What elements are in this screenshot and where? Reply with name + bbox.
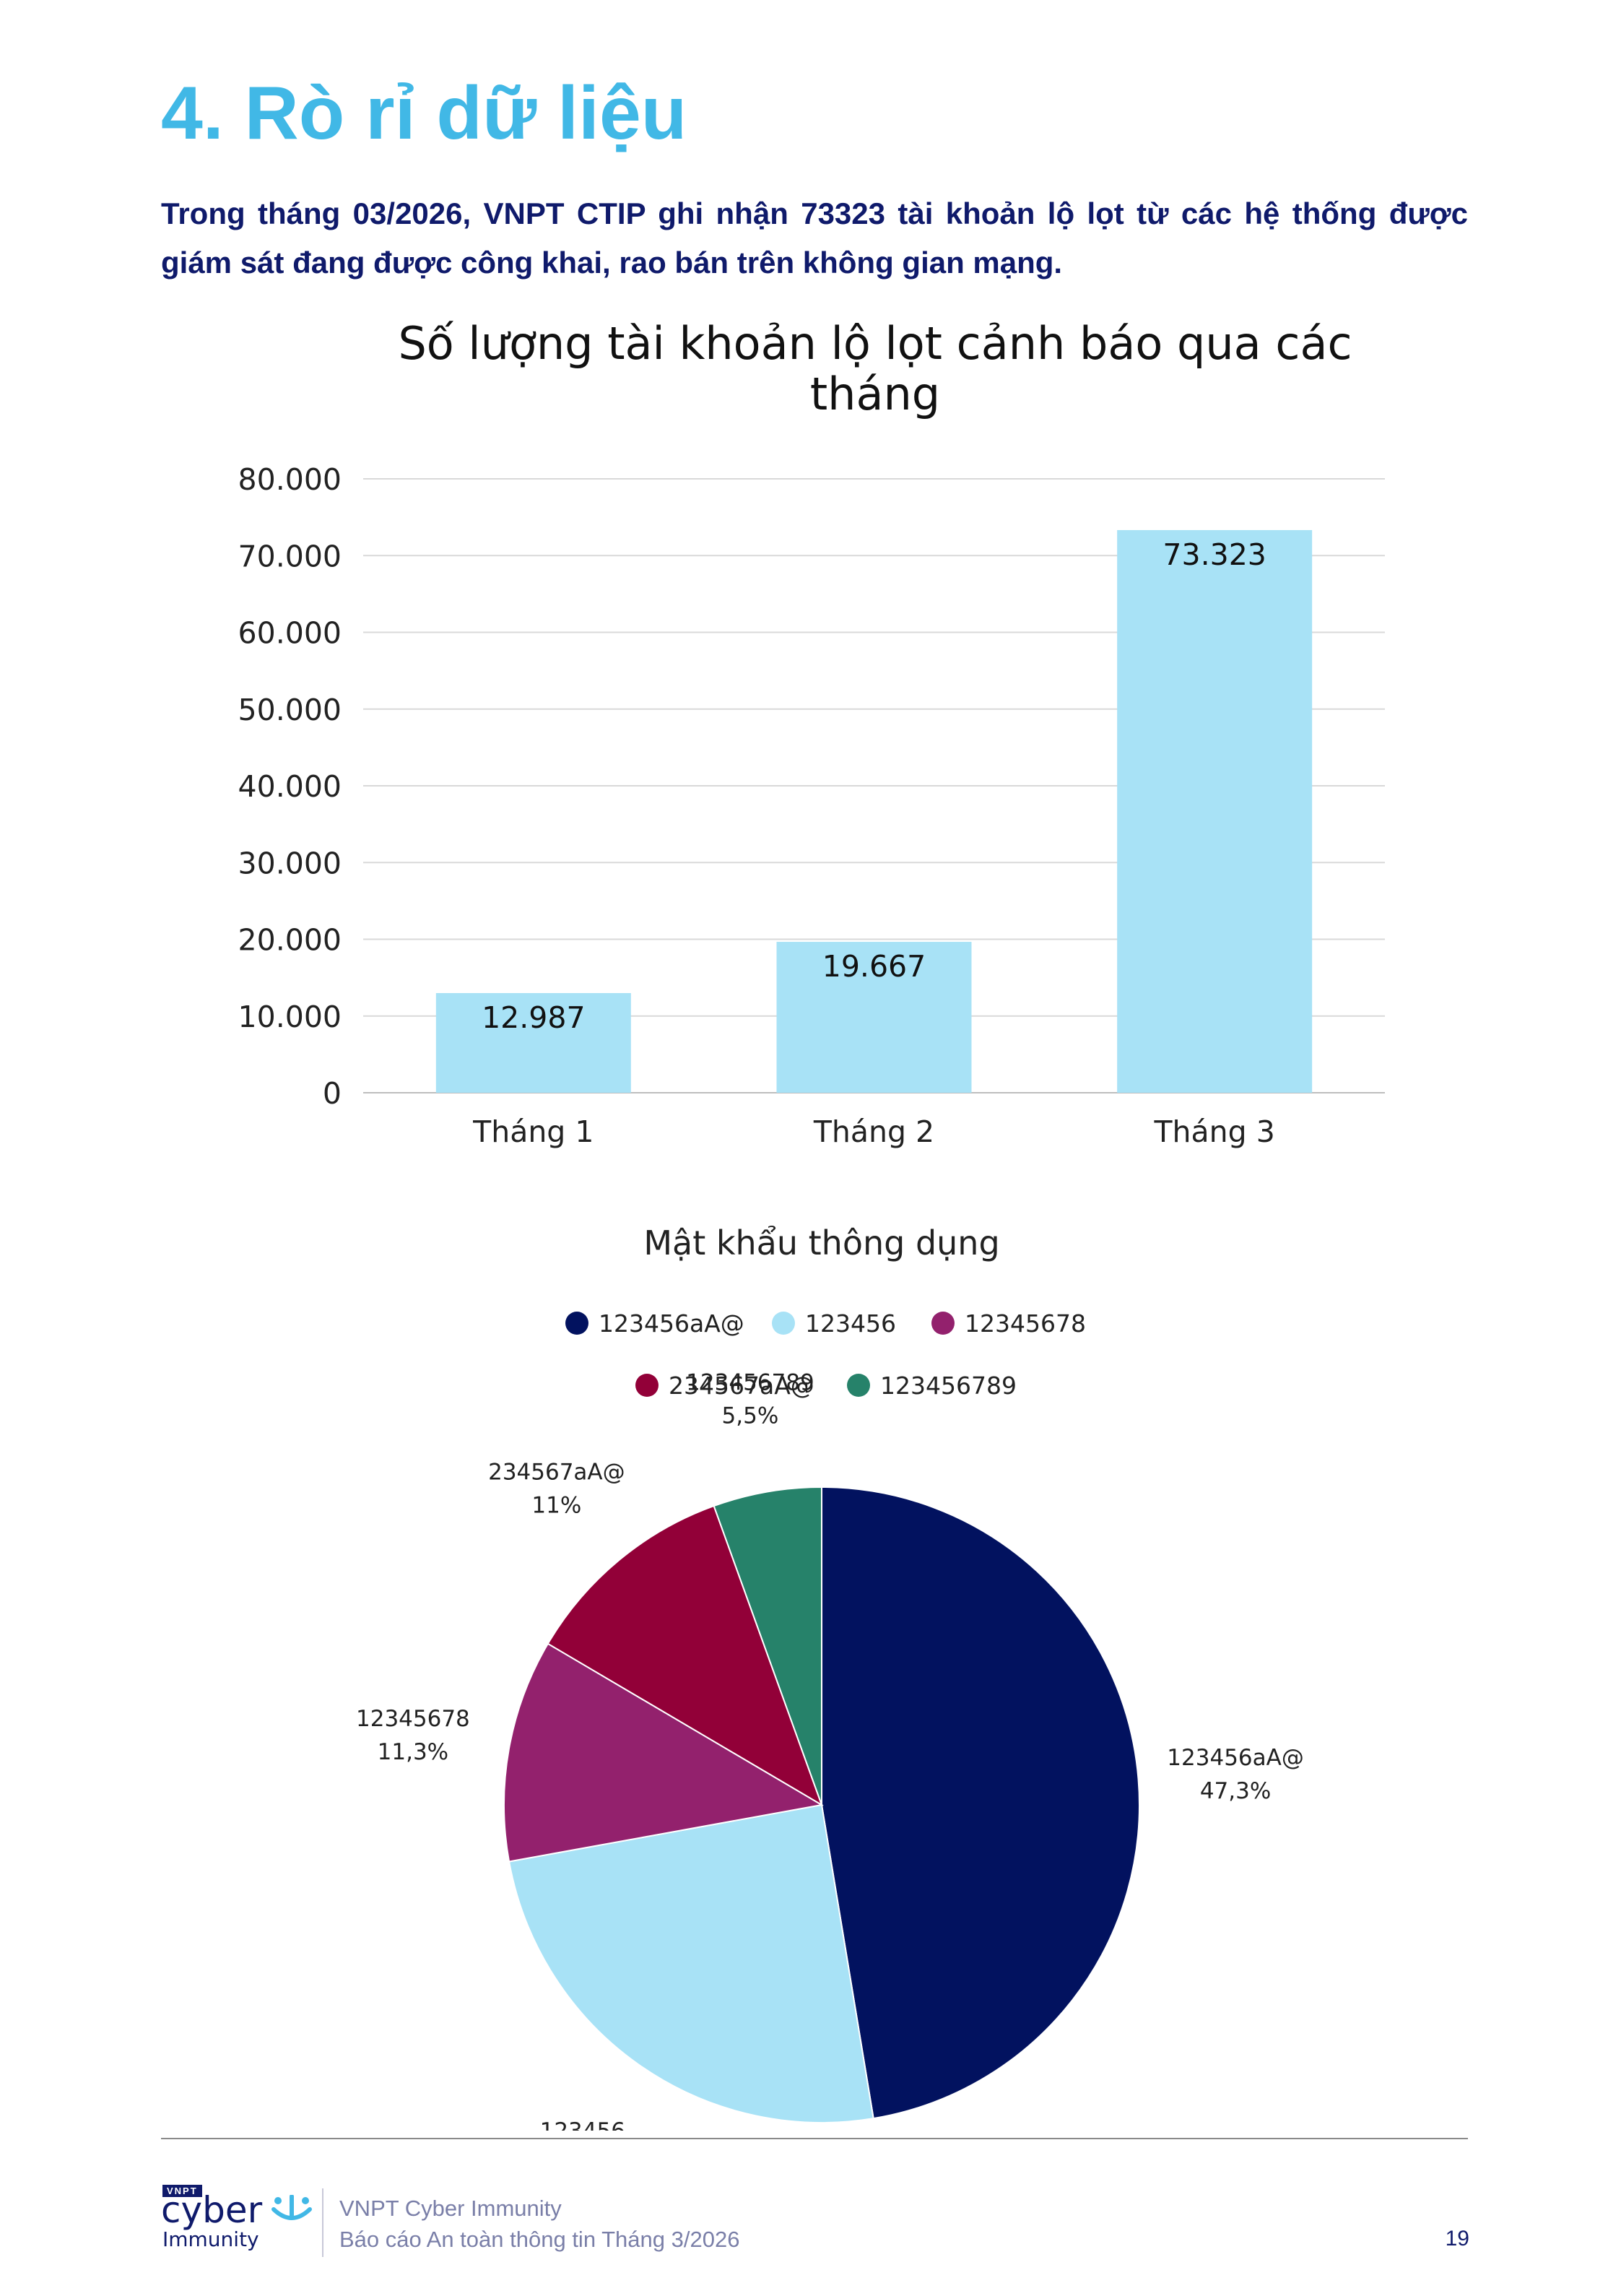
bar-chart: Số lượng tài khoản lộ lọt cảnh báo qua c…	[238, 317, 1385, 1149]
pie-slice-label: 234567aA@	[488, 1459, 625, 1485]
legend-label: 123456789	[880, 1372, 1017, 1400]
bar-y-tick-label: 40.000	[238, 769, 342, 804]
legend-swatch	[635, 1374, 659, 1397]
footer-separator	[322, 2188, 323, 2257]
pie-slice-value: 11,3%	[378, 1739, 448, 1765]
pie-slice-3	[503, 1642, 824, 1863]
bar-y-tick-label: 20.000	[238, 923, 342, 958]
bar-y-tick-label: 70.000	[238, 539, 342, 573]
logo-vnpt-text: VNPT	[162, 2185, 202, 2197]
page-number: 19	[1445, 2227, 1469, 2250]
pie-slice-label: 12345678	[356, 1706, 470, 1732]
pie-slice-label: 123456aA@	[1167, 1745, 1304, 1771]
bar-y-tick-label: 0	[323, 1076, 342, 1111]
bar-x-tick-label: Tháng 2	[813, 1114, 934, 1149]
pie-slice-2	[508, 1803, 874, 2123]
footer-org-name: VNPT Cyber Immunity	[339, 2196, 562, 2221]
pie-slice-1	[821, 1486, 1140, 2120]
bar-3	[1117, 529, 1313, 1093]
legend-label: 12345678	[965, 1309, 1086, 1338]
pie-chart-title: Mật khẩu thông dụng	[643, 1223, 999, 1262]
bar-chart-title-line: tháng	[810, 368, 940, 420]
legend-label: 123456aA@	[599, 1309, 744, 1338]
pie-slice-value: 11%	[531, 1492, 581, 1518]
pie-slice-5	[713, 1486, 822, 1806]
bar-y-tick-label: 60.000	[238, 616, 342, 651]
bar-x-tick-label: Tháng 3	[1154, 1114, 1275, 1149]
bar-chart-title-line: Số lượng tài khoản lộ lọt cảnh báo qua c…	[398, 317, 1352, 370]
pie-slice-label: 123456789	[686, 1370, 814, 1396]
pie-slice-value: 5,5%	[722, 1403, 779, 1429]
bar-y-tick-label: 80.000	[238, 462, 342, 497]
pie-slice-value: 47,3%	[1200, 1778, 1271, 1804]
logo-immunity-text: Immunity	[162, 2227, 259, 2251]
legend-label: 234567aA@	[669, 1372, 814, 1400]
bar-1	[435, 993, 631, 1093]
logo-cyber-text: cyber	[161, 2189, 263, 2231]
footer-report-title: Báo cáo An toàn thông tin Tháng 3/2026	[339, 2227, 740, 2252]
legend-swatch	[772, 1312, 795, 1335]
vnpt-cyber-immunity-logo: VNPT cyber Immunity	[161, 2185, 316, 2253]
pie-slice-label: 123456	[540, 2118, 625, 2131]
logo-mark-icon	[271, 2195, 312, 2220]
bar-y-tick-label: 30.000	[238, 846, 342, 880]
bar-y-tick-label: 10.000	[238, 1000, 342, 1034]
bar-2	[776, 942, 972, 1093]
footer-divider	[161, 2138, 1468, 2139]
legend-swatch	[931, 1312, 955, 1335]
bar-value-label: 12.987	[482, 1000, 585, 1035]
section-heading: 4. Rò rỉ dữ liệu	[161, 72, 687, 155]
bar-value-label: 73.323	[1162, 537, 1266, 572]
intro-paragraph: Trong tháng 03/2026, VNPT CTIP ghi nhận …	[161, 196, 1468, 280]
legend-label: 123456	[805, 1309, 896, 1338]
bar-y-tick-label: 50.000	[238, 693, 342, 727]
pie-slice-4	[547, 1504, 823, 1807]
pie-chart: Mật khẩu thông dụng 123456aA@ 123456 12345…	[356, 1223, 1304, 2131]
bar-value-label: 19.667	[822, 949, 926, 984]
legend-swatch	[565, 1312, 588, 1335]
legend-swatch	[847, 1374, 870, 1397]
bar-x-tick-label: Tháng 1	[472, 1114, 594, 1149]
